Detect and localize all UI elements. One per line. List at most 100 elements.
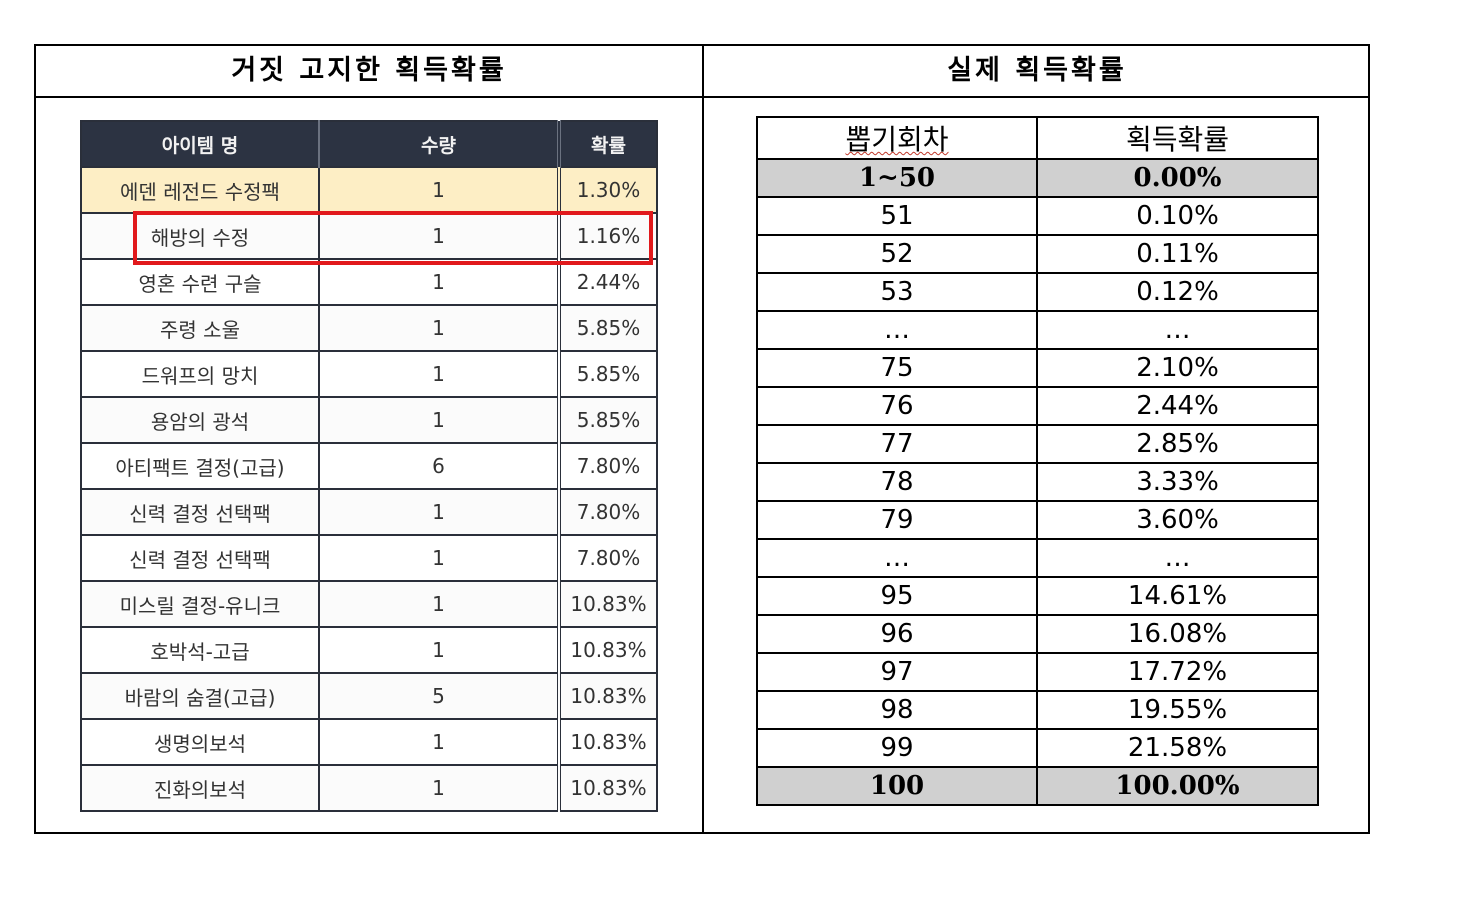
round-cell: … [756,310,1038,350]
table-row: 53 0.12% [756,272,1319,312]
quantity-cell: 6 [318,442,559,489]
quantity-cell: 1 [318,350,559,397]
probability-cell: 2.44% [557,258,657,305]
item-name-cell: 해방의 수정 [81,212,319,259]
item-name-cell: 진화의보석 [81,764,319,811]
probability-cell: 0.11% [1036,234,1319,274]
round-cell: 98 [756,690,1038,730]
probability-cell: 2.10% [1036,348,1319,388]
item-name-cell: 용암의 광석 [81,396,319,443]
header-row: 아이템 명 수량 확률 [81,121,657,167]
probability-cell: 10.83% [557,764,657,811]
column-header-round: 뽑기회차 [756,116,1038,160]
probability-cell: 0.00% [1036,158,1319,198]
probability-cell: 5.85% [557,396,657,443]
quantity-cell: 1 [318,534,559,581]
probability-cell: 2.44% [1036,386,1319,426]
table-row: 97 17.72% [756,652,1319,692]
table-row: 51 0.10% [756,196,1319,236]
item-name-cell: 영혼 수련 구슬 [81,258,319,305]
table-row: 95 14.61% [756,576,1319,616]
probability-cell: 7.80% [557,488,657,535]
probability-cell: 14.61% [1036,576,1319,616]
table-row: 96 16.08% [756,614,1319,654]
probability-cell: 7.80% [557,442,657,489]
table-row: 아티팩트 결정(고급) 6 7.80% [81,442,657,489]
round-cell: 76 [756,386,1038,426]
item-name-cell: 미스릴 결정-유니크 [81,580,319,627]
column-header-probability: 확률 [557,121,657,167]
table-row: 79 3.60% [756,500,1319,540]
table-row: 미스릴 결정-유니크 1 10.83% [81,580,657,627]
comparison-frame: 거짓 고지한 획득확률 실제 획득확률 [34,44,1370,834]
probability-cell: 10.83% [557,672,657,719]
table-row: 75 2.10% [756,348,1319,388]
table-row: 바람의 숨결(고급) 5 10.83% [81,672,657,719]
actual-probability-table: 뽑기회차 획득확률 1~50 0.00% 51 0.10% 52 0.11% 53 0.12%… [756,116,1319,806]
probability-cell: 0.12% [1036,272,1319,312]
item-name-cell: 주령 소울 [81,304,319,351]
vertical-divider [702,46,704,832]
round-cell: 75 [756,348,1038,388]
column-header-probability: 획득확률 [1036,116,1319,160]
highlight-box [133,211,653,265]
quantity-cell: 1 [318,304,559,351]
round-cell: 99 [756,728,1038,768]
table-row: 생명의보석 1 10.83% [81,718,657,765]
quantity-cell: 5 [318,672,559,719]
round-cell: 100 [756,766,1038,806]
table-row: 1~50 0.00% [756,158,1319,198]
quantity-cell: 1 [318,764,559,811]
round-cell: 53 [756,272,1038,312]
table-row: …… [756,538,1319,578]
table-row: 영혼 수련 구슬 1 2.44% [81,258,657,305]
table-row: 호박석-고급 1 10.83% [81,626,657,673]
probability-cell: 0.10% [1036,196,1319,236]
item-name-cell: 바람의 숨결(고급) [81,672,319,719]
round-cell: 1~50 [756,158,1038,198]
round-cell: 79 [756,500,1038,540]
table-row: 99 21.58% [756,728,1319,768]
probability-cell: 10.83% [557,718,657,765]
item-name-cell: 생명의보석 [81,718,319,765]
probability-cell: 2.85% [1036,424,1319,464]
probability-cell: 3.33% [1036,462,1319,502]
table-row: 용암의 광석 1 5.85% [81,396,657,443]
left-header: 거짓 고지한 획득확률 [231,55,507,86]
item-name-cell: 신력 결정 선택팩 [81,488,319,535]
header-row: 뽑기회차 획득확률 [756,116,1319,160]
probability-cell: 7.80% [557,534,657,581]
probability-cell: 10.83% [557,580,657,627]
item-name-cell: 신력 결정 선택팩 [81,534,319,581]
quantity-cell: 1 [318,626,559,673]
probability-cell: 1.16% [557,212,657,259]
round-cell: 96 [756,614,1038,654]
round-cell: 97 [756,652,1038,692]
table-row: 100 100.00% [756,766,1319,806]
round-cell: … [756,538,1038,578]
probability-cell: 10.83% [557,626,657,673]
item-name-cell: 호박석-고급 [81,626,319,673]
round-cell: 78 [756,462,1038,502]
table-row: 78 3.33% [756,462,1319,502]
quantity-cell: 1 [318,718,559,765]
table-row: 77 2.85% [756,424,1319,464]
column-header-quantity: 수량 [318,121,559,167]
round-cell: 52 [756,234,1038,274]
header-divider [36,96,1368,98]
table-row: 52 0.11% [756,234,1319,274]
probability-cell: 1.30% [557,166,657,213]
probability-cell: 21.58% [1036,728,1319,768]
right-header: 실제 획득확률 [947,55,1127,86]
table-row: 드워프의 망치 1 5.85% [81,350,657,397]
item-name-cell: 아티팩트 결정(고급) [81,442,319,489]
round-cell: 51 [756,196,1038,236]
table-row: 신력 결정 선택팩 1 7.80% [81,488,657,535]
quantity-cell: 1 [318,258,559,305]
table-row: 신력 결정 선택팩 1 7.80% [81,534,657,581]
quantity-cell: 1 [318,212,559,259]
table-row: 에덴 레전드 수정팩 1 1.30% [81,166,657,213]
table-row: 진화의보석 1 10.83% [81,764,657,811]
table-row: 98 19.55% [756,690,1319,730]
quantity-cell: 1 [318,488,559,535]
